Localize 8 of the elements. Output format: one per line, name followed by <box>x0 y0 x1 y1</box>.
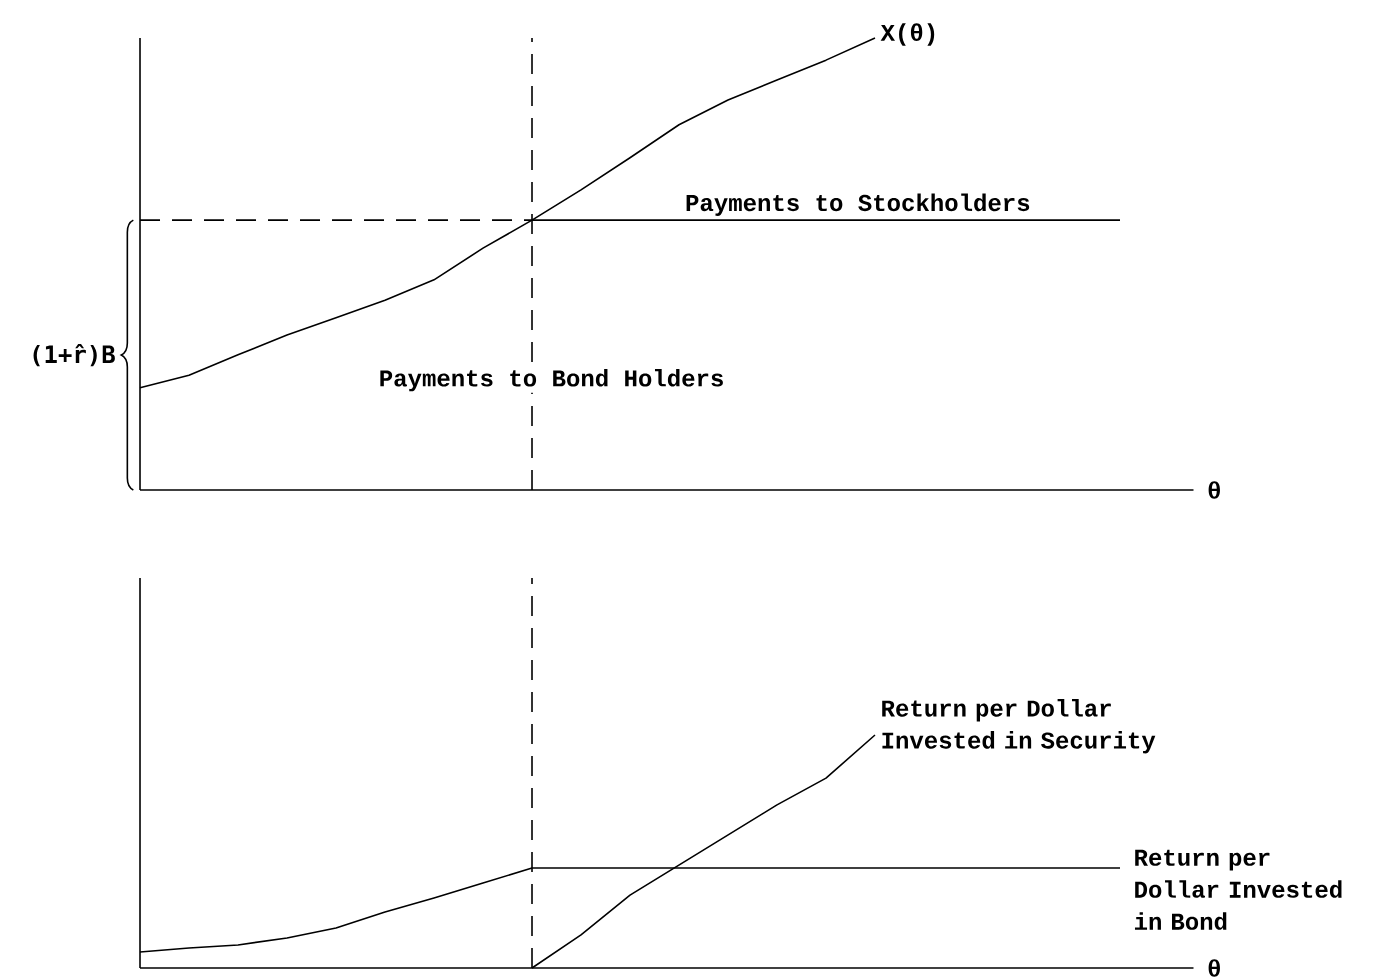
series-label: Return per Dollar Invested in Security <box>882 699 1156 754</box>
series-label: X(θ) <box>880 23 935 46</box>
x-axis-title: θ <box>1208 481 1220 499</box>
annotation: Payments to Bond Holders <box>380 368 723 392</box>
x-axis-title: θ <box>1208 959 1220 977</box>
text: (1+r̂)B <box>33 343 115 367</box>
annotation: Payments to Stockholders <box>686 193 1030 216</box>
series-label: Return per Dollar Invested in Bond <box>1134 849 1342 930</box>
